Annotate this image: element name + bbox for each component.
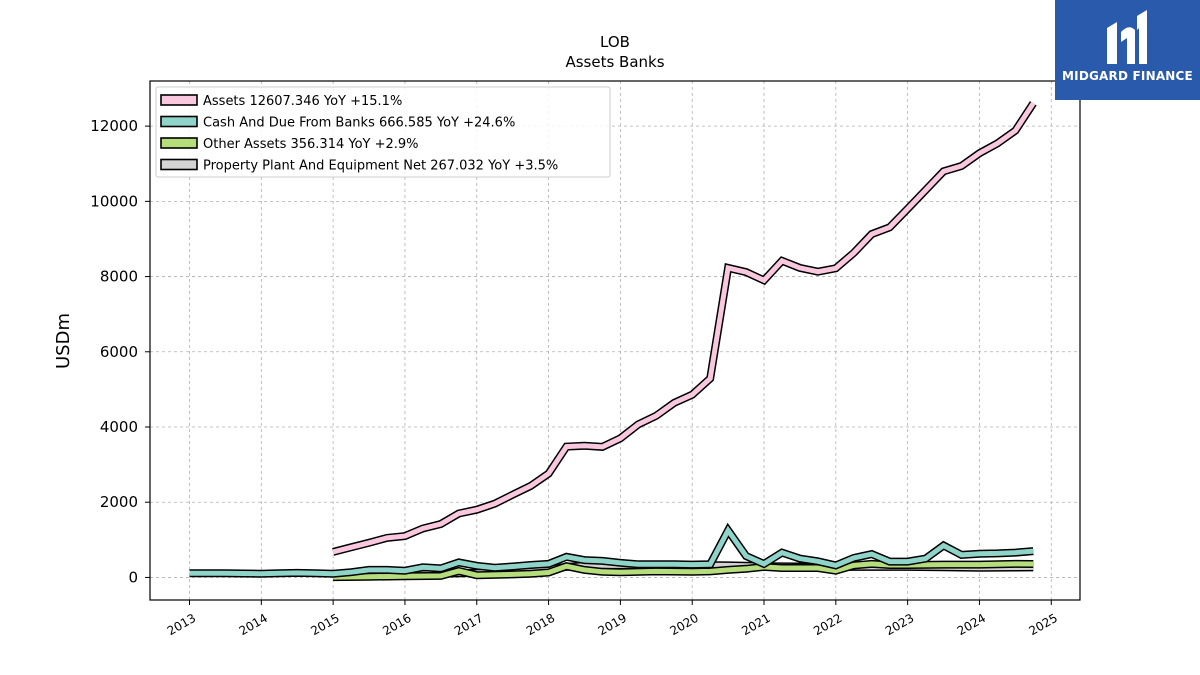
x-tick-label: 2019 — [596, 611, 629, 638]
legend-box — [155, 86, 611, 178]
x-tick-label: 2014 — [237, 611, 270, 638]
x-tick-label: 2016 — [380, 611, 413, 638]
legend-swatch — [160, 115, 198, 128]
x-tick-label: 2023 — [883, 611, 916, 638]
brand-logo: MIDGARD FINANCE — [1055, 0, 1200, 100]
x-tick-label: 2024 — [955, 611, 988, 638]
x-tick-label: 2018 — [524, 611, 557, 638]
legend-label: Other Assets 356.314 YoY +2.9% — [203, 137, 419, 152]
legend: Assets 12607.346 YoY +15.1% Cash And Due … — [155, 86, 611, 178]
chart-title: LOB — [600, 33, 630, 51]
x-tick-label: 2015 — [308, 611, 341, 638]
y-tick-label: 4000 — [100, 418, 138, 436]
x-tick-label: 2013 — [165, 611, 198, 638]
legend-label: Cash And Due From Banks 666.585 YoY +24.… — [203, 116, 515, 131]
series-line-cash-and-due-from-banks — [189, 525, 1034, 577]
legend-swatch — [160, 137, 198, 149]
x-tick-label: 2025 — [1027, 611, 1060, 638]
series-layer — [189, 101, 1037, 582]
y-axis-label: USDm — [53, 313, 74, 369]
legend-label: Property Plant And Equipment Net 267.032… — [203, 159, 558, 174]
x-tick-label: 2020 — [667, 611, 700, 638]
y-tick-label: 2000 — [100, 493, 138, 511]
legend-swatch — [160, 158, 198, 171]
y-tick-label: 8000 — [100, 268, 138, 286]
plot-frame — [149, 80, 1081, 601]
y-tick-label: 0 — [128, 568, 138, 586]
y-tick-label: 6000 — [100, 343, 138, 361]
chart-subtitle: Assets Banks — [565, 53, 664, 71]
x-tick-label: 2022 — [811, 611, 844, 638]
x-tick-label: 2021 — [739, 611, 772, 638]
logo-mark-icon — [1107, 10, 1147, 64]
legend-swatch — [160, 94, 198, 106]
legend-label: Assets 12607.346 YoY +15.1% — [203, 94, 402, 109]
y-tick-label: 12000 — [90, 117, 138, 135]
series-line-assets — [332, 101, 1036, 555]
brand-name: MIDGARD FINANCE — [1062, 69, 1193, 83]
y-tick-label: 10000 — [90, 192, 138, 210]
x-tick-label: 2017 — [452, 611, 485, 638]
